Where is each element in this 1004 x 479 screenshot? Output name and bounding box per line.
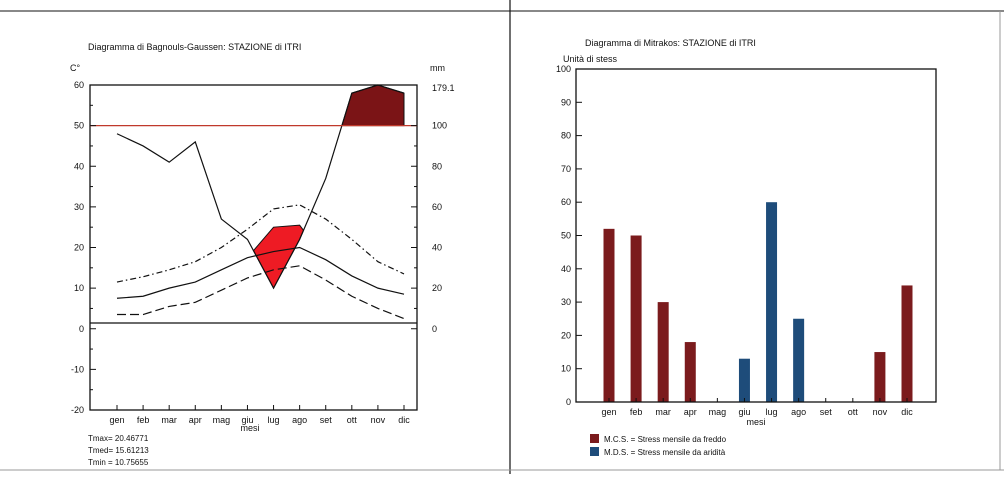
bg-lines-layer <box>116 84 405 320</box>
bg-x-tick-label: gen <box>109 415 124 425</box>
mk-chart-title: Diagramma di Mitrakos: STAZIONE di ITRI <box>585 38 756 48</box>
mk-x-tick-label: dic <box>901 407 913 417</box>
mk-x-tick-label: ott <box>848 407 859 417</box>
mk-x-axis-ticks: gen feb mar apr mag giu lug ago set ott nov dic <box>601 398 913 417</box>
mk-y-tick-label: 40 <box>561 264 571 274</box>
bg-chart-title: Diagramma di Bagnouls-Gaussen: STAZIONE … <box>88 42 301 52</box>
mk-x-tick-label: gen <box>601 407 616 417</box>
bg-right-tick-label: 60 <box>432 202 442 212</box>
bg-right-tick-label: 40 <box>432 243 442 253</box>
bg-left-tick-label: 10 <box>74 283 84 293</box>
bg-right-axis-top-value: 179.1 <box>432 83 455 93</box>
bg-x-axis-label: mesi <box>240 423 259 433</box>
mk-legend-label-mds: M.D.S. = Stress mensile da aridità <box>604 448 726 457</box>
bg-stat-tmax: Tmax= 20.46771 <box>88 434 149 443</box>
mk-bar-cold-stress <box>901 285 913 402</box>
bg-right-axis-ticks: 100 80 60 40 20 0 <box>411 121 447 334</box>
mk-y-tick-label: 0 <box>566 397 571 407</box>
mk-bars-layer <box>603 202 913 402</box>
bg-x-tick-label: feb <box>137 415 150 425</box>
bg-x-tick-label: giu <box>241 415 253 425</box>
bg-right-tick-label: 80 <box>432 161 442 171</box>
mk-bar-cold-stress <box>684 342 696 402</box>
bg-line-tmin <box>117 265 405 320</box>
mk-y-tick-label: 20 <box>561 330 571 340</box>
mk-x-tick-label: mag <box>709 407 727 417</box>
mk-x-tick-label: feb <box>630 407 643 417</box>
bg-line-tmed <box>116 246 405 299</box>
bg-x-tick-label: nov <box>371 415 386 425</box>
bg-x-tick-label: dic <box>398 415 410 425</box>
mk-y-tick-label: 60 <box>561 197 571 207</box>
bg-stat-tmin: Tmin = 10.75655 <box>88 458 149 467</box>
mk-legend-swatch-mcs <box>590 434 599 443</box>
mk-x-tick-label: giu <box>738 407 750 417</box>
mk-bar-cold-stress <box>874 352 886 402</box>
bg-left-tick-label: 50 <box>74 121 84 131</box>
bg-left-tick-label: -10 <box>71 364 84 374</box>
mk-y-tick-label: 70 <box>561 164 571 174</box>
mk-x-tick-label: lug <box>766 407 778 417</box>
mk-bar-arid-stress <box>766 202 778 402</box>
bg-humid-area-layer <box>341 84 405 127</box>
bg-line-tmax <box>116 204 405 283</box>
mitrakos-chart: Diagramma di Mitrakos: STAZIONE di ITRI … <box>556 38 937 457</box>
bg-line-precip <box>116 84 405 290</box>
mk-bar-cold-stress <box>603 228 615 402</box>
bg-left-axis-ticks: 60 50 40 30 20 10 0 -10 -20 <box>71 80 96 415</box>
bg-right-tick-label: 20 <box>432 283 442 293</box>
mk-bar-arid-stress <box>738 358 750 402</box>
bg-x-tick-label: mar <box>161 415 177 425</box>
bg-left-tick-label: 30 <box>74 202 84 212</box>
bg-right-axis-unit: mm <box>430 63 445 73</box>
bg-x-tick-label: ott <box>347 415 358 425</box>
mk-x-axis-label: mesi <box>746 417 765 427</box>
mk-x-tick-label: mar <box>655 407 671 417</box>
mk-y-tick-label: 100 <box>556 64 571 74</box>
mk-y-axis-label: Unità di stess <box>563 54 618 64</box>
bg-x-tick-label: lug <box>268 415 280 425</box>
bg-left-tick-label: -20 <box>71 405 84 415</box>
bg-left-tick-label: 20 <box>74 243 84 253</box>
mk-legend: M.C.S. = Stress mensile da freddo M.D.S.… <box>590 434 727 457</box>
mk-y-tick-label: 80 <box>561 131 571 141</box>
mk-y-tick-label: 10 <box>561 364 571 374</box>
bg-right-tick-label: 100 <box>432 121 447 131</box>
bg-left-tick-label: 60 <box>74 80 84 90</box>
mk-bar-cold-stress <box>657 302 669 402</box>
mk-legend-swatch-mds <box>590 447 599 456</box>
bg-stat-tmed: Tmed= 15.61213 <box>88 446 149 455</box>
mk-plot-frame <box>575 68 937 403</box>
bg-left-axis-unit: C° <box>70 63 80 73</box>
bg-x-axis-ticks: gen feb mar apr mag giu lug ago set ott nov dic <box>109 405 410 425</box>
mk-bar-arid-stress <box>793 318 805 402</box>
mk-y-tick-label: 90 <box>561 97 571 107</box>
bagnouls-gaussen-chart: Diagramma di Bagnouls-Gaussen: STAZIONE … <box>70 42 455 467</box>
mk-legend-label-mcs: M.C.S. = Stress mensile da freddo <box>604 435 727 444</box>
bg-right-tick-label: 0 <box>432 324 437 334</box>
bg-x-tick-label: set <box>320 415 333 425</box>
bg-x-tick-label: apr <box>189 415 202 425</box>
bg-plot-frame <box>89 84 418 411</box>
mk-x-tick-label: ago <box>791 407 806 417</box>
bg-x-tick-label: ago <box>292 415 307 425</box>
mk-x-tick-label: nov <box>873 407 888 417</box>
mk-y-tick-label: 50 <box>561 231 571 241</box>
bg-left-tick-label: 0 <box>79 324 84 334</box>
bg-x-tick-label: mag <box>213 415 231 425</box>
mk-x-tick-label: apr <box>684 407 697 417</box>
bg-humid-area <box>341 84 405 127</box>
mk-bar-cold-stress <box>630 235 642 402</box>
mk-x-tick-label: set <box>820 407 833 417</box>
mk-y-tick-label: 30 <box>561 297 571 307</box>
bg-left-tick-label: 40 <box>74 161 84 171</box>
